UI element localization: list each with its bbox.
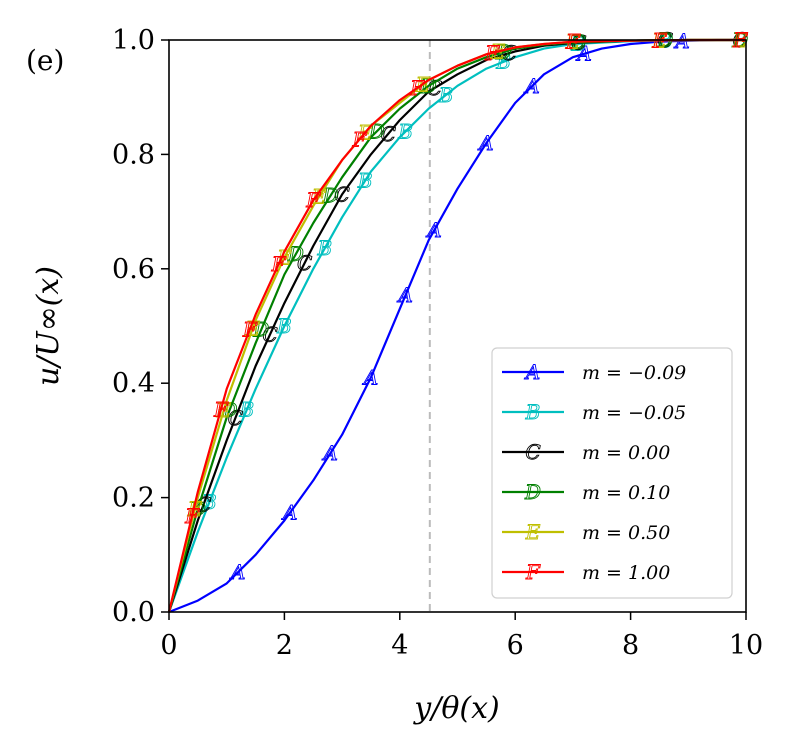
legend-marker-A: A (524, 360, 540, 384)
series-marker-A: A (477, 131, 493, 155)
series-marker-D: D (495, 40, 512, 64)
x-tick-label: 8 (622, 630, 639, 661)
series-marker-C: C (262, 323, 277, 347)
series-marker-A: A (281, 500, 297, 524)
series-marker-F: F (305, 188, 321, 212)
x-axis-ticks: 0 2 4 6 8 10 (160, 612, 763, 661)
series-line-A (168, 38, 746, 614)
legend-marker-B: B (525, 400, 541, 424)
legend-label: m = 0.50 (582, 522, 670, 544)
series-marker-F: F (184, 504, 200, 528)
series-marker-A: A (523, 74, 539, 98)
legend-label: m = 0.00 (582, 442, 670, 464)
series-marker-B: B (438, 83, 454, 107)
series-marker-F: F (565, 30, 581, 54)
legend-label: m = 0.10 (582, 482, 670, 504)
series-marker-C: C (228, 406, 243, 430)
axes-frame (168, 39, 747, 613)
x-axis-label: y/θ(x) (412, 691, 499, 726)
series-marker-F: F (484, 41, 500, 65)
legend-marker-C: C (525, 440, 540, 464)
series-marker-B: B (316, 236, 332, 260)
series-marker-C: C (196, 492, 211, 516)
x-tick-label: 4 (391, 630, 408, 661)
series-marker-B: B (276, 314, 292, 338)
series-marker-A: A (425, 218, 441, 242)
series-marker-B: B (357, 169, 373, 193)
legend-label: m = −0.09 (582, 362, 686, 384)
series-marker-B: B (201, 490, 217, 514)
series-marker-D: D (252, 317, 269, 341)
legend-marker-D: D (524, 480, 541, 504)
series-marker-F: F (213, 398, 229, 422)
y-axis-label: u/U∞(x) (31, 266, 66, 386)
series-line-F (167, 38, 746, 613)
y-tick-label: 0.4 (112, 368, 155, 399)
x-tick-label: 0 (160, 630, 177, 661)
y-tick-label: 0.8 (112, 139, 155, 170)
legend-marker-E: E (525, 520, 541, 544)
series-marker-A: A (362, 365, 378, 389)
series-marker-C: C (381, 122, 396, 146)
series-marker-C: C (427, 76, 442, 100)
legend-marker-F: F (525, 560, 541, 584)
series-marker-B: B (397, 120, 413, 144)
series-marker-F: F (271, 252, 287, 276)
series-marker-F: F (351, 128, 367, 152)
series-marker-E: E (311, 185, 327, 209)
x-tick-label: 2 (276, 630, 293, 661)
x-tick-label: 6 (507, 630, 524, 661)
y-tick-label: 1.0 (112, 25, 155, 56)
x-tick-label: 10 (729, 630, 763, 661)
legend-label: m = −0.05 (582, 402, 686, 424)
series-marker-C: C (334, 182, 349, 206)
y-axis-ticks: 0.0 0.2 0.4 0.6 0.8 1.0 (112, 25, 169, 628)
series-marker-F: F (242, 317, 258, 341)
series-marker-F: F (409, 76, 425, 100)
series-marker-C: C (297, 251, 312, 275)
y-tick-label: 0.2 (112, 483, 155, 514)
legend-label: m = 1.00 (582, 562, 670, 584)
series-marker-A: A (321, 441, 337, 465)
series-marker-D: D (322, 184, 339, 208)
series-marker-D: D (420, 74, 437, 98)
series-marker-A: A (575, 42, 591, 66)
panel-label: (e) (26, 44, 64, 77)
y-tick-label: 0.6 (112, 254, 155, 285)
legend-box (491, 347, 733, 599)
series-marker-A: A (229, 560, 245, 584)
series-marker-A: A (396, 283, 412, 307)
y-tick-label: 0.0 (112, 597, 155, 628)
